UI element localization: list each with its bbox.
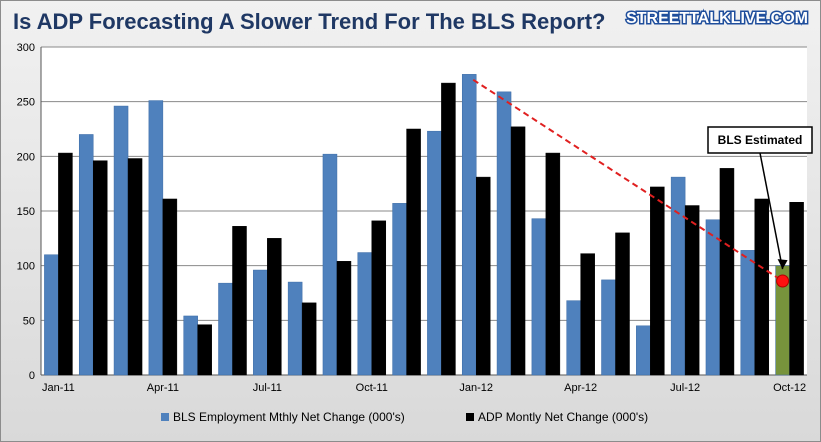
bar-bls [148, 100, 164, 376]
annotation-box [707, 126, 813, 154]
bar-adp [789, 202, 804, 376]
bar-adp [441, 82, 456, 376]
bar-adp [301, 302, 317, 376]
bar-adp [475, 176, 491, 376]
bar-bls [218, 282, 233, 376]
bar-bls [531, 218, 547, 376]
bar-adp [232, 226, 247, 376]
bar-adp [162, 198, 178, 376]
plot-area: 0 50 100 150 200 250 300 Jan-11 Apr-11 Jul-11 Oct-… [17, 42, 813, 394]
y-tick-label: 300 [17, 42, 35, 54]
bar-bls [670, 176, 686, 376]
y-tick-label: 0 [29, 370, 35, 382]
legend-swatch-adp [466, 413, 474, 421]
bar-adp [650, 186, 665, 376]
bar-bls [427, 130, 442, 376]
bar-adp [371, 220, 387, 376]
y-tick-label: 100 [17, 261, 35, 273]
trend-end-marker [776, 274, 790, 288]
bar-adp [580, 253, 595, 376]
legend: BLS Employment Mthly Net Change (000's) A… [161, 410, 648, 424]
annotation-arrow [759, 152, 784, 270]
legend-swatch-bls [161, 413, 169, 421]
bar-bls [322, 153, 338, 376]
bar-bls [357, 252, 373, 376]
bar-bls [461, 74, 477, 376]
trend-line [472, 78, 784, 282]
bar-bls [392, 203, 407, 376]
x-tick-label: Jul-11 [253, 382, 282, 394]
bar-bls [113, 105, 129, 376]
source-watermark: STREETTALKLIVE.COM [626, 10, 808, 27]
chart-title: Is ADP Forecasting A Slower Trend For Th… [13, 9, 605, 34]
bar-adp [754, 198, 770, 376]
x-tick-label: Apr-12 [564, 382, 597, 394]
bar-bls [705, 219, 721, 376]
bar-bls [601, 279, 616, 376]
x-tick-label: Apr-11 [147, 382, 179, 394]
bar-bls [78, 134, 94, 376]
bar-adp [92, 160, 108, 376]
bar-bls [253, 269, 268, 376]
x-tick-label: Jan-12 [459, 382, 493, 394]
bar-adp [510, 126, 526, 376]
bar-adp [719, 168, 735, 376]
annotation-arrowhead [777, 259, 788, 270]
bar-bls [566, 300, 581, 376]
y-tick-label: 250 [17, 97, 35, 109]
x-tick-label: Jan-11 [42, 382, 75, 394]
bar-adp [197, 324, 212, 376]
bar-bls [740, 250, 756, 376]
bar-adp [127, 158, 143, 376]
x-tick-label: Oct-12 [773, 382, 806, 394]
x-tick-label: Jul-12 [670, 382, 700, 394]
bar-adp [615, 232, 630, 376]
bar-bls [636, 325, 651, 376]
x-tick-label: Oct-11 [356, 382, 388, 394]
bar-adp [545, 152, 561, 376]
legend-label-bls: BLS Employment Mthly Net Change (000's) [173, 410, 405, 424]
bar-adp [406, 128, 421, 376]
annotation-label: BLS Estimated [718, 133, 803, 147]
bar-adp [267, 238, 282, 376]
y-tick-label: 50 [23, 315, 35, 327]
bar-adp [336, 261, 352, 376]
legend-label-adp: ADP Montly Net Change (000's) [478, 410, 648, 424]
y-tick-label: 200 [17, 151, 35, 163]
bar-bls [44, 254, 59, 376]
bar-adp [684, 205, 700, 376]
y-tick-label: 150 [17, 206, 35, 218]
bar-bls [183, 315, 198, 376]
bar-bls [496, 91, 512, 376]
bar-bls [287, 281, 303, 376]
bar-adp [58, 152, 73, 376]
